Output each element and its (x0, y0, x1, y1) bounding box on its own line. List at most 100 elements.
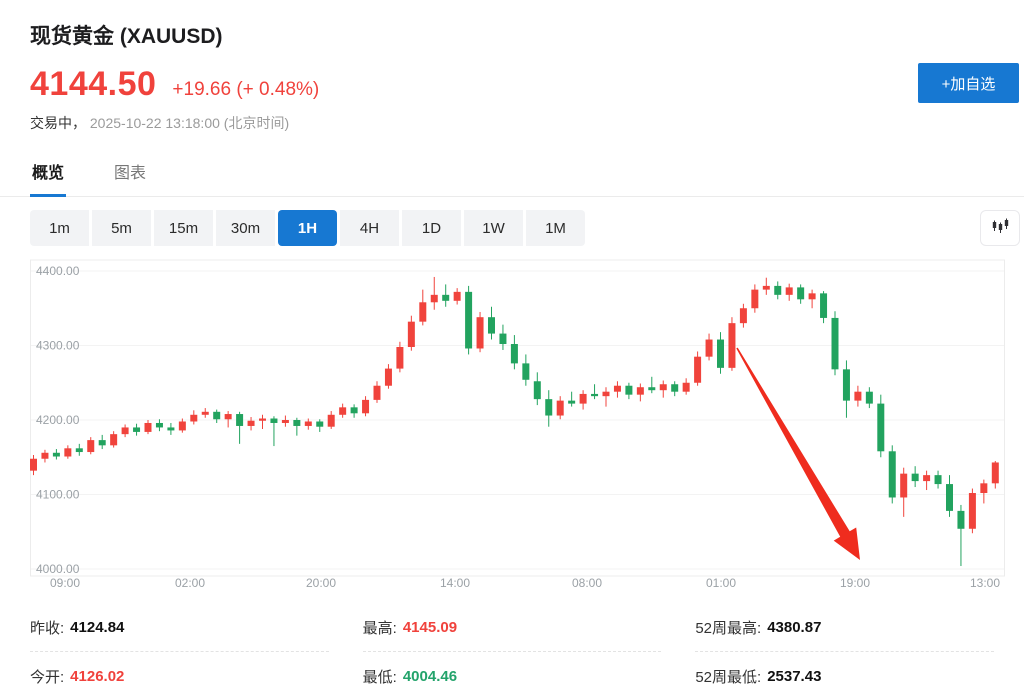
candle[interactable] (636, 387, 644, 395)
candles[interactable] (30, 276, 999, 567)
candle[interactable] (465, 291, 473, 349)
chart-area[interactable]: 4400.00 4300.00 4200.00 4100.00 4000.00 09:00… (30, 258, 1005, 595)
chart-style-button[interactable] (980, 210, 1020, 246)
candle[interactable] (613, 385, 621, 392)
candle[interactable] (362, 399, 370, 414)
timeframe-button-4H[interactable]: 4H (340, 210, 399, 246)
candle[interactable] (774, 285, 782, 295)
candle[interactable] (98, 440, 106, 446)
candle[interactable] (339, 407, 347, 415)
candle[interactable] (820, 293, 828, 318)
candle[interactable] (167, 427, 175, 431)
candle[interactable] (155, 422, 163, 428)
candle[interactable] (854, 391, 862, 401)
candle[interactable] (946, 484, 953, 511)
candle[interactable] (247, 420, 255, 426)
candle[interactable] (923, 475, 931, 482)
candle[interactable] (911, 473, 919, 482)
candle[interactable] (785, 287, 793, 295)
timeframe-button-1W[interactable]: 1W (464, 210, 523, 246)
candle[interactable] (556, 400, 564, 416)
candle[interactable] (717, 339, 724, 368)
tab-chart[interactable]: 图表 (114, 165, 147, 182)
candle[interactable] (236, 414, 244, 426)
candle[interactable] (304, 421, 312, 426)
candle[interactable] (281, 420, 289, 423)
candle[interactable] (213, 411, 221, 420)
candle[interactable] (144, 422, 152, 432)
candle[interactable] (957, 510, 965, 529)
candle[interactable] (52, 452, 60, 457)
candle[interactable] (797, 287, 805, 300)
tab-overview[interactable]: 概览 (30, 151, 67, 197)
candle[interactable] (877, 403, 885, 452)
candle[interactable] (87, 440, 95, 453)
timeframe-button-1H[interactable]: 1H (278, 210, 337, 246)
candle[interactable] (980, 483, 988, 494)
candle[interactable] (533, 381, 541, 400)
candle[interactable] (30, 458, 37, 471)
candle[interactable] (659, 384, 667, 391)
candle[interactable] (991, 462, 999, 484)
candle[interactable] (900, 473, 908, 498)
candle[interactable] (488, 317, 495, 334)
candle[interactable] (373, 385, 381, 400)
candle[interactable] (133, 427, 141, 432)
candle[interactable] (682, 382, 690, 392)
candle[interactable] (350, 407, 358, 414)
candle[interactable] (510, 344, 518, 364)
add-watchlist-button[interactable]: +加自选 (918, 63, 1019, 103)
candle[interactable] (751, 289, 759, 309)
timeframe-button-1M[interactable]: 1M (526, 210, 585, 246)
candle[interactable] (694, 356, 702, 383)
candle[interactable] (865, 391, 873, 404)
candle[interactable] (75, 448, 83, 453)
candle[interactable] (728, 323, 736, 368)
candle[interactable] (178, 421, 186, 431)
candle[interactable] (739, 308, 747, 324)
candle[interactable] (625, 385, 633, 395)
candle[interactable] (293, 420, 301, 426)
candle[interactable] (270, 418, 278, 423)
candle[interactable] (453, 291, 461, 301)
candle[interactable] (110, 434, 118, 446)
candle[interactable] (762, 285, 770, 290)
candle[interactable] (522, 363, 530, 380)
candle[interactable] (396, 346, 404, 369)
candle[interactable] (316, 421, 324, 427)
timeframe-button-1m[interactable]: 1m (30, 210, 89, 246)
candle[interactable] (384, 368, 392, 386)
candle[interactable] (327, 414, 335, 427)
candle[interactable] (968, 493, 976, 529)
timeframe-button-5m[interactable]: 5m (92, 210, 151, 246)
candle[interactable] (671, 384, 679, 392)
candle[interactable] (64, 448, 72, 457)
candle[interactable] (648, 387, 656, 391)
candle[interactable] (842, 369, 850, 401)
candle[interactable] (499, 333, 507, 345)
candle[interactable] (430, 294, 438, 303)
candle[interactable] (568, 400, 576, 404)
candle[interactable] (705, 339, 713, 357)
candle[interactable] (476, 317, 484, 349)
candle[interactable] (591, 393, 599, 397)
candle[interactable] (934, 475, 942, 485)
candle[interactable] (442, 294, 450, 301)
candle[interactable] (407, 321, 415, 347)
candle[interactable] (41, 452, 49, 459)
candle[interactable] (579, 393, 587, 404)
candle[interactable] (259, 418, 266, 421)
candle[interactable] (201, 411, 209, 415)
timeframe-button-15m[interactable]: 15m (154, 210, 213, 246)
candle[interactable] (602, 391, 610, 397)
candle[interactable] (419, 302, 427, 322)
candle[interactable] (831, 317, 839, 370)
timeframe-button-30m[interactable]: 30m (216, 210, 275, 246)
candle[interactable] (545, 399, 553, 416)
candle[interactable] (224, 414, 232, 420)
candle[interactable] (808, 293, 816, 300)
candle[interactable] (190, 414, 198, 422)
candle[interactable] (121, 427, 129, 435)
candle[interactable] (888, 451, 896, 498)
timeframe-button-1D[interactable]: 1D (402, 210, 461, 246)
